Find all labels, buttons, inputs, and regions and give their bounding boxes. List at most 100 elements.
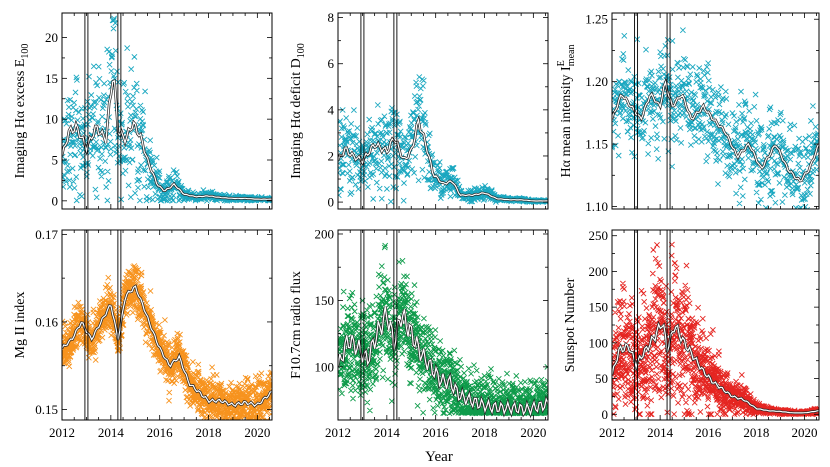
mean-line-d100 (338, 117, 548, 202)
x-tick-label: 2014 (374, 425, 401, 440)
y-tick-label: 10 (45, 112, 58, 127)
y-tick-label: 100 (315, 359, 335, 374)
x-tick-label: 2018 (472, 425, 498, 440)
y-tick-label: 150 (589, 300, 609, 315)
event-marker-imean-0 (634, 13, 639, 209)
y-tick-label: 6 (328, 56, 335, 71)
event-marker-mgii-1 (117, 230, 122, 420)
event-marker-d100-1 (393, 13, 398, 209)
event-marker-ssn-1 (666, 230, 671, 420)
y-tick-label: 5 (52, 153, 59, 168)
x-ticks-ssn: 2012 2014 2016 2018 2020 (599, 230, 818, 440)
x-tick-label: 2012 (49, 425, 75, 440)
axes-frame-d100 (337, 12, 549, 210)
y-tick-label: 0.17 (35, 227, 58, 242)
mean-line-ssn (612, 322, 819, 414)
scatter-marks-e100 (62, 13, 272, 204)
y-ticks-e100: 0 5 10 15 20 (45, 30, 272, 208)
event-marker-mgii-0 (84, 230, 89, 420)
event-marker-e100-0 (84, 13, 89, 209)
y-axis-label-ssn: Sunspot Number (563, 277, 578, 372)
y-tick-label: 50 (595, 371, 608, 386)
x-tick-label: 2014 (647, 425, 674, 440)
y-tick-label: 8 (328, 10, 335, 25)
event-marker-imean-1 (666, 13, 671, 209)
y-tick-label: 4 (328, 102, 335, 117)
y-ticks-mgii: 0.15 0.16 0.17 (35, 227, 272, 417)
x-ticks-d100 (337, 13, 546, 209)
y-axis-label-mgii: Mg II index (13, 292, 28, 359)
y-ticks-imean: 1.10 1.15 1.20 1.25 (585, 12, 819, 214)
y-tick-label: 1.10 (585, 199, 608, 214)
x-tick-label: 2016 (423, 425, 450, 440)
y-tick-label: 0 (52, 193, 59, 208)
x-tick-label: 2018 (196, 425, 222, 440)
y-tick-label: 2 (328, 148, 335, 163)
event-marker-e100-1 (117, 13, 122, 209)
y-tick-label: 100 (589, 335, 609, 350)
scatter-points-e100 (62, 13, 272, 204)
y-tick-label: 0.16 (35, 314, 58, 329)
scatter-marks-f107 (338, 242, 548, 417)
y-ticks-f107: 100 150 200 (315, 226, 548, 374)
y-tick-label: 200 (589, 264, 609, 279)
scatter-marks-mgii (62, 263, 272, 420)
y-tick-label: 15 (45, 71, 58, 86)
y-tick-label: 1.15 (585, 137, 608, 152)
scatter-marks-imean (612, 27, 819, 209)
scatter-points-f107 (338, 242, 548, 417)
y-tick-label: 1.20 (585, 74, 608, 89)
y-axis-label-d100: Imaging Hα deficit D100 (289, 43, 307, 178)
x-ticks-mgii: 2012 2014 2016 2018 2020 (49, 230, 270, 440)
scatter-marks-d100 (338, 74, 548, 205)
y-tick-label: 250 (589, 228, 609, 243)
x-tick-label: 2018 (743, 425, 769, 440)
scatter-points-d100 (338, 74, 548, 205)
panel-e100: 0 5 10 15 20 Imaging Hα excess E100 (13, 12, 273, 210)
y-tick-label: 200 (315, 226, 335, 241)
x-tick-label: 2020 (244, 425, 270, 440)
event-marker-f107-1 (393, 230, 398, 420)
x-tick-label: 2012 (325, 425, 351, 440)
y-tick-label: 0 (602, 407, 609, 422)
y-axis-label-imean: Hα mean intensity IEmean (556, 45, 577, 178)
x-tick-label: 2020 (520, 425, 546, 440)
panel-mgii: 2012 2014 2016 2018 2020 0.15 0.16 0.17 Mg II in… (13, 227, 273, 440)
y-tick-label: 150 (315, 293, 335, 308)
y-tick-label: 0 (328, 195, 335, 210)
x-tick-label: 2016 (695, 425, 722, 440)
scatter-points-ssn (612, 241, 819, 418)
panel-f107: 2012 2014 2016 2018 2020 100 150 200 F10.7cm rad… (289, 226, 549, 440)
scatter-points-imean (612, 27, 819, 209)
event-marker-d100-0 (360, 13, 365, 209)
event-marker-f107-0 (360, 230, 365, 420)
scatter-marks-ssn (612, 241, 819, 418)
axes-frame-f107 (337, 229, 549, 421)
y-ticks-ssn: 0 50 100 150 200 250 (589, 228, 819, 422)
mean-line-imean (612, 80, 819, 182)
axes-frame-e100 (61, 12, 273, 210)
x-tick-label: 2020 (792, 425, 818, 440)
x-ticks-f107: 2012 2014 2016 2018 2020 (325, 230, 546, 440)
panel-ssn: 2012 2014 2016 2018 2020 0 50 100 150 200 250 Sunsp… (563, 228, 820, 440)
y-tick-label: 1.25 (585, 12, 608, 27)
axes-frame-mgii (61, 229, 273, 421)
y-ticks-d100: 0 2 4 6 8 (328, 10, 548, 210)
x-tick-label: 2016 (147, 425, 174, 440)
y-axis-label-e100: Imaging Hα excess E100 (13, 44, 31, 179)
event-marker-ssn-0 (634, 230, 639, 420)
panel-imean: 1.10 1.15 1.20 1.25 Hα mean intensity IEmean (556, 12, 820, 214)
mean-line-mgii (62, 285, 272, 408)
x-axis-title: Year (425, 449, 453, 465)
y-tick-label: 0.15 (35, 402, 58, 417)
y-tick-label: 20 (45, 30, 58, 45)
y-axis-label-f107: F10.7cm radio flux (289, 271, 304, 379)
scatter-points-mgii (62, 263, 272, 420)
x-ticks-e100 (61, 13, 270, 209)
x-tick-label: 2012 (599, 425, 625, 440)
panel-d100: 0 2 4 6 8 Imaging Hα deficit D100 (289, 10, 549, 210)
mean-line-e100 (62, 79, 272, 200)
x-tick-label: 2014 (98, 425, 125, 440)
axes-frame-imean (611, 12, 820, 210)
